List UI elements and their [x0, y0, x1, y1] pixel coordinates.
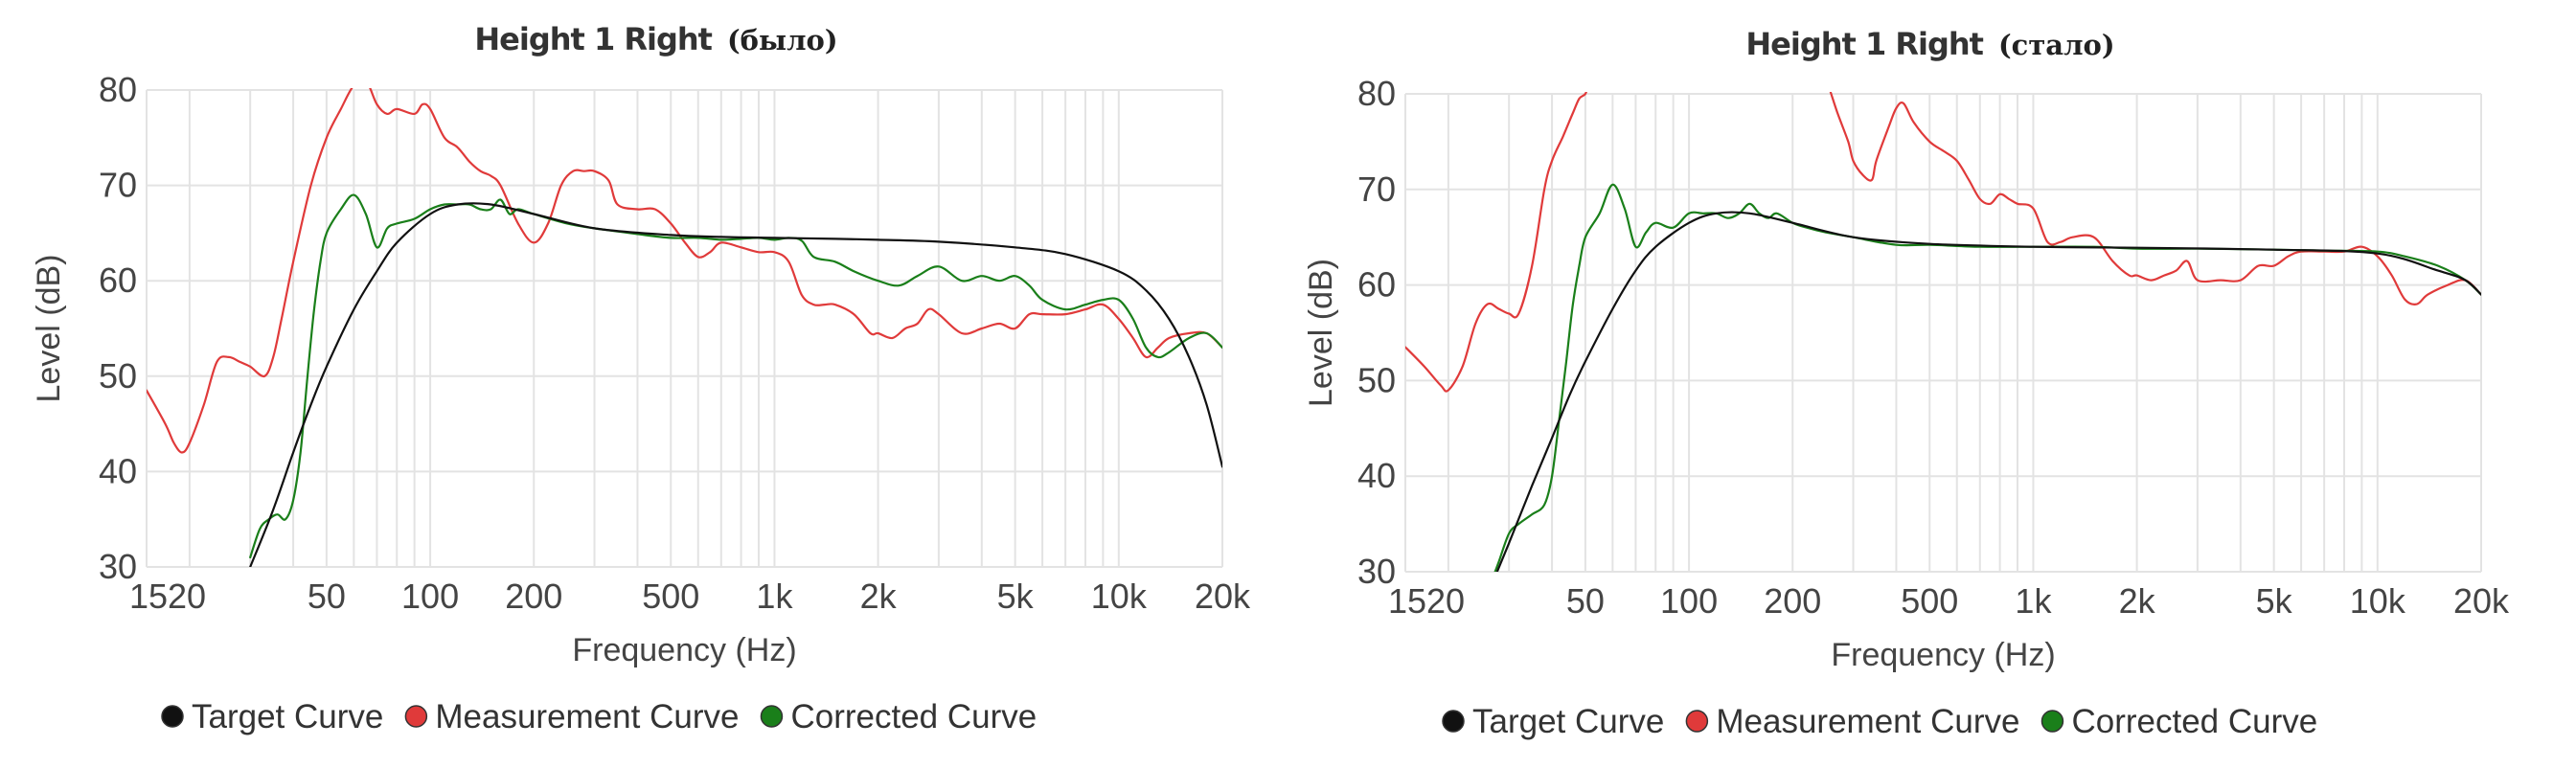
y-tick-label: 50 [1357, 360, 1396, 399]
legend-dot [161, 705, 184, 728]
measurement-curve-line [147, 88, 1222, 454]
x-tick-label: 20 [1426, 581, 1465, 621]
chart-title: Height 1 Right (было) [474, 21, 837, 57]
curves [1405, 92, 2481, 572]
legend-dot [2040, 710, 2064, 733]
legend-label: Target Curve [1472, 703, 1664, 740]
corrected-curve-line [249, 193, 1222, 559]
chart-title-main: Height 1 Right [1745, 26, 1983, 62]
x-tick-label: 10k [1091, 577, 1148, 616]
x-axis-label: Frequency (Hz) [572, 632, 796, 668]
gridlines [146, 89, 1223, 568]
x-tick-label: 20k [2453, 581, 2510, 621]
y-tick-label: 50 [99, 356, 137, 396]
legend-item-corrected-curve[interactable]: Corrected Curve [2040, 703, 2317, 740]
y-tick-label: 70 [99, 166, 137, 205]
legend-dot [1685, 710, 1709, 733]
y-tick-label: 30 [99, 547, 137, 586]
chart-subtitle: (было) [727, 24, 838, 57]
x-tick-label: 15 [1388, 581, 1426, 621]
legend-item-target-curve[interactable]: Target Curve [161, 698, 383, 735]
legend-label: Target Curve [192, 698, 383, 735]
x-tick-label: 2k [2119, 581, 2156, 621]
legend-dot [760, 705, 784, 728]
curves [147, 88, 1222, 567]
y-tick-label: 70 [1357, 170, 1396, 209]
x-tick-label: 500 [642, 577, 699, 616]
chart-after: Height 1 Right (стало) 30 40 50 60 70 80 15 20 50 1… [1303, 26, 2510, 740]
legend-label: Measurement Curve [1716, 703, 2019, 740]
x-tick-label: 500 [1901, 581, 1958, 621]
x-tick-label: 100 [401, 577, 459, 616]
chart-panel-after: Height 1 Right (стало) 30 40 50 60 70 80 15 20 50 1… [1288, 0, 2576, 769]
legend-item-corrected-curve[interactable]: Corrected Curve [760, 698, 1037, 735]
target-curve-line [249, 202, 1222, 567]
legend: Target Curve Measurement Curve Corrected C… [1442, 703, 2317, 740]
chart-subtitle: (стало) [1998, 29, 2115, 61]
legend-dot [404, 705, 428, 728]
legend-item-measurement-curve[interactable]: Measurement Curve [1685, 703, 2019, 740]
x-tick-label: 5k [997, 577, 1035, 616]
chart-title: Height 1 Right (стало) [1745, 26, 2114, 62]
x-tick-label: 5k [2256, 581, 2293, 621]
y-tick-label: 40 [1357, 456, 1396, 495]
chart-before: Height 1 Right (было) 30 40 50 60 70 80 15 20 50 10… [31, 21, 1251, 735]
x-axis-label: Frequency (Hz) [1831, 637, 2055, 673]
x-tick-label: 200 [1764, 581, 1821, 621]
legend: Target Curve Measurement Curve Corrected C… [161, 698, 1037, 735]
y-tick-label: 30 [1357, 552, 1396, 591]
y-axis-label: Level (dB) [31, 255, 67, 403]
x-tick-label: 50 [1566, 581, 1605, 621]
x-tick-label: 100 [1660, 581, 1718, 621]
x-tick-label: 20k [1195, 577, 1251, 616]
x-tick-label: 15 [129, 577, 168, 616]
legend-label: Corrected Curve [2071, 703, 2317, 740]
measurement-curve-line [1405, 92, 2481, 393]
legend-item-measurement-curve[interactable]: Measurement Curve [404, 698, 739, 735]
chart-panel-before: Height 1 Right (было) 30 40 50 60 70 80 15 20 50 10… [31, 21, 1251, 735]
x-tick-label: 50 [308, 577, 346, 616]
y-tick-label: 40 [99, 451, 137, 490]
legend-label: Measurement Curve [435, 698, 739, 735]
x-tick-label: 2k [860, 577, 898, 616]
legend-label: Corrected Curve [790, 698, 1037, 735]
y-tick-label: 80 [1357, 74, 1396, 113]
chart-title-main: Height 1 Right [474, 21, 712, 57]
x-tick-label: 200 [505, 577, 562, 616]
x-tick-label: 20 [168, 577, 206, 616]
legend-dot [1442, 710, 1465, 733]
x-tick-label: 1k [2015, 581, 2052, 621]
legend-item-target-curve[interactable]: Target Curve [1442, 703, 1664, 740]
target-curve-line [1495, 211, 2481, 572]
gridlines [1404, 93, 2482, 573]
x-tick-label: 10k [2350, 581, 2406, 621]
y-tick-label: 60 [1357, 265, 1396, 305]
y-tick-label: 80 [99, 70, 137, 109]
x-tick-label: 1k [756, 577, 793, 616]
y-axis-label: Level (dB) [1303, 259, 1339, 407]
y-tick-label: 60 [99, 260, 137, 300]
